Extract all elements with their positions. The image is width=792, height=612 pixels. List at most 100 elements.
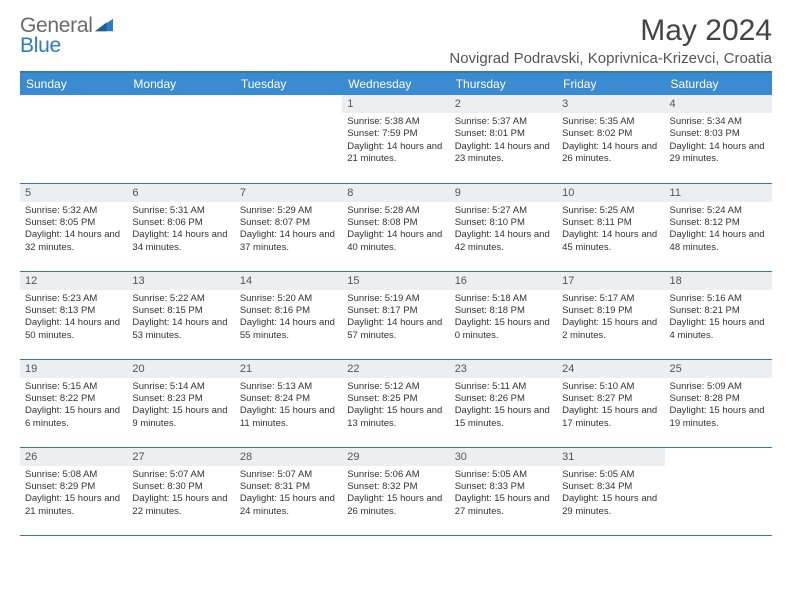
sunset-line: Sunset: 8:27 PM [562, 393, 659, 405]
calendar-week-row: 1Sunrise: 5:38 AMSunset: 7:59 PMDaylight… [20, 95, 772, 183]
daylight-line: Daylight: 14 hours and 37 minutes. [240, 229, 337, 254]
sunset-line: Sunset: 8:13 PM [25, 305, 122, 317]
sunrise-line: Sunrise: 5:31 AM [132, 205, 229, 217]
day-details: Sunrise: 5:27 AMSunset: 8:10 PMDaylight:… [450, 202, 557, 258]
sunset-line: Sunset: 8:23 PM [132, 393, 229, 405]
calendar-cell [235, 95, 342, 183]
sunrise-line: Sunrise: 5:10 AM [562, 381, 659, 393]
day-number: 18 [665, 272, 772, 290]
day-number: 21 [235, 360, 342, 378]
sunrise-line: Sunrise: 5:37 AM [455, 116, 552, 128]
sunrise-line: Sunrise: 5:18 AM [455, 293, 552, 305]
day-number: 10 [557, 184, 664, 202]
sunrise-line: Sunrise: 5:07 AM [132, 469, 229, 481]
calendar-cell: 5Sunrise: 5:32 AMSunset: 8:05 PMDaylight… [20, 183, 127, 271]
sunset-line: Sunset: 8:21 PM [670, 305, 767, 317]
daylight-line: Daylight: 15 hours and 15 minutes. [455, 405, 552, 430]
day-number: 25 [665, 360, 772, 378]
calendar-table: SundayMondayTuesdayWednesdayThursdayFrid… [20, 73, 772, 536]
day-number: 6 [127, 184, 234, 202]
sunset-line: Sunset: 8:06 PM [132, 217, 229, 229]
sunrise-line: Sunrise: 5:25 AM [562, 205, 659, 217]
day-details: Sunrise: 5:12 AMSunset: 8:25 PMDaylight:… [342, 378, 449, 434]
day-details: Sunrise: 5:14 AMSunset: 8:23 PMDaylight:… [127, 378, 234, 434]
day-number: 3 [557, 95, 664, 113]
day-details: Sunrise: 5:31 AMSunset: 8:06 PMDaylight:… [127, 202, 234, 258]
daylight-line: Daylight: 14 hours and 45 minutes. [562, 229, 659, 254]
sunrise-line: Sunrise: 5:08 AM [25, 469, 122, 481]
sunrise-line: Sunrise: 5:28 AM [347, 205, 444, 217]
day-details: Sunrise: 5:29 AMSunset: 8:07 PMDaylight:… [235, 202, 342, 258]
dow-header: Friday [557, 73, 664, 95]
daylight-line: Daylight: 15 hours and 9 minutes. [132, 405, 229, 430]
location: Novigrad Podravski, Koprivnica-Krizevci,… [449, 50, 772, 67]
daylight-line: Daylight: 14 hours and 57 minutes. [347, 317, 444, 342]
calendar-cell: 18 Sunrise: 5:16 AMSunset: 8:21 PMDayligh… [665, 271, 772, 359]
calendar-cell: 23Sunrise: 5:11 AMSunset: 8:26 PMDayligh… [450, 359, 557, 447]
day-number: 12 [20, 272, 127, 290]
day-of-week-row: SundayMondayTuesdayWednesdayThursdayFrid… [20, 73, 772, 95]
daylight-line: Daylight: 15 hours and 0 minutes. [455, 317, 552, 342]
day-number: 27 [127, 448, 234, 466]
calendar-week-row: 5Sunrise: 5:32 AMSunset: 8:05 PMDaylight… [20, 183, 772, 271]
day-number: 4 [665, 95, 772, 113]
day-details: Sunrise: 5:07 AMSunset: 8:30 PMDaylight:… [127, 466, 234, 522]
dow-header: Monday [127, 73, 234, 95]
sunrise-line: Sunrise: 5:17 AM [562, 293, 659, 305]
calendar-cell: 31Sunrise: 5:05 AMSunset: 8:34 PMDayligh… [557, 447, 664, 535]
sunset-line: Sunset: 8:31 PM [240, 481, 337, 493]
calendar-cell: 21Sunrise: 5:13 AMSunset: 8:24 PMDayligh… [235, 359, 342, 447]
sunset-line: Sunset: 8:07 PM [240, 217, 337, 229]
day-number: 14 [235, 272, 342, 290]
daylight-line: Daylight: 15 hours and 29 minutes. [562, 493, 659, 518]
month-title: May 2024 [449, 14, 772, 48]
sunrise-line: Sunrise: 5:15 AM [25, 381, 122, 393]
day-number: 9 [450, 184, 557, 202]
calendar-cell: 30Sunrise: 5:05 AMSunset: 8:33 PMDayligh… [450, 447, 557, 535]
sunrise-line: Sunrise: 5:06 AM [347, 469, 444, 481]
daylight-line: Daylight: 15 hours and 6 minutes. [25, 405, 122, 430]
calendar-cell [127, 95, 234, 183]
calendar-cell: 2Sunrise: 5:37 AMSunset: 8:01 PMDaylight… [450, 95, 557, 183]
calendar-cell: 28Sunrise: 5:07 AMSunset: 8:31 PMDayligh… [235, 447, 342, 535]
daylight-line: Daylight: 14 hours and 50 minutes. [25, 317, 122, 342]
sunset-line: Sunset: 8:05 PM [25, 217, 122, 229]
day-details: Sunrise: 5:38 AMSunset: 7:59 PMDaylight:… [342, 113, 449, 169]
daylight-line: Daylight: 14 hours and 42 minutes. [455, 229, 552, 254]
daylight-line: Daylight: 14 hours and 55 minutes. [240, 317, 337, 342]
header: General Blue May 2024 Novigrad Podravski… [20, 14, 772, 67]
day-details: Sunrise: 5:05 AMSunset: 8:34 PMDaylight:… [557, 466, 664, 522]
sunrise-line: Sunrise: 5:07 AM [240, 469, 337, 481]
day-details: Sunrise: 5:22 AMSunset: 8:15 PMDaylight:… [127, 290, 234, 346]
day-number: 28 [235, 448, 342, 466]
logo-triangle-icon [95, 18, 113, 32]
sunset-line: Sunset: 8:08 PM [347, 217, 444, 229]
calendar-cell: 24Sunrise: 5:10 AMSunset: 8:27 PMDayligh… [557, 359, 664, 447]
day-details: Sunrise: 5:20 AMSunset: 8:16 PMDaylight:… [235, 290, 342, 346]
sunrise-line: Sunrise: 5:23 AM [25, 293, 122, 305]
sunset-line: Sunset: 8:26 PM [455, 393, 552, 405]
calendar-week-row: 26Sunrise: 5:08 AMSunset: 8:29 PMDayligh… [20, 447, 772, 535]
calendar-week-row: 19Sunrise: 5:15 AMSunset: 8:22 PMDayligh… [20, 359, 772, 447]
sunset-line: Sunset: 8:19 PM [562, 305, 659, 317]
day-number: 11 [665, 184, 772, 202]
sunrise-line: Sunrise: 5:09 AM [670, 381, 767, 393]
daylight-line: Daylight: 14 hours and 23 minutes. [455, 141, 552, 166]
calendar-cell: 17Sunrise: 5:17 AMSunset: 8:19 PMDayligh… [557, 271, 664, 359]
daylight-line: Daylight: 15 hours and 4 minutes. [670, 317, 767, 342]
day-number: 19 [20, 360, 127, 378]
sunset-line: Sunset: 8:22 PM [25, 393, 122, 405]
daylight-line: Daylight: 15 hours and 27 minutes. [455, 493, 552, 518]
calendar-cell: 20Sunrise: 5:14 AMSunset: 8:23 PMDayligh… [127, 359, 234, 447]
sunrise-line: Sunrise: 5:20 AM [240, 293, 337, 305]
sunset-line: Sunset: 8:16 PM [240, 305, 337, 317]
daylight-line: Daylight: 14 hours and 21 minutes. [347, 141, 444, 166]
sunset-line: Sunset: 8:28 PM [670, 393, 767, 405]
calendar-cell: 25Sunrise: 5:09 AMSunset: 8:28 PMDayligh… [665, 359, 772, 447]
sunrise-line: Sunrise: 5:16 AM [670, 293, 767, 305]
day-number: 22 [342, 360, 449, 378]
day-number: 5 [20, 184, 127, 202]
dow-header: Tuesday [235, 73, 342, 95]
sunrise-line: Sunrise: 5:13 AM [240, 381, 337, 393]
sunrise-line: Sunrise: 5:22 AM [132, 293, 229, 305]
